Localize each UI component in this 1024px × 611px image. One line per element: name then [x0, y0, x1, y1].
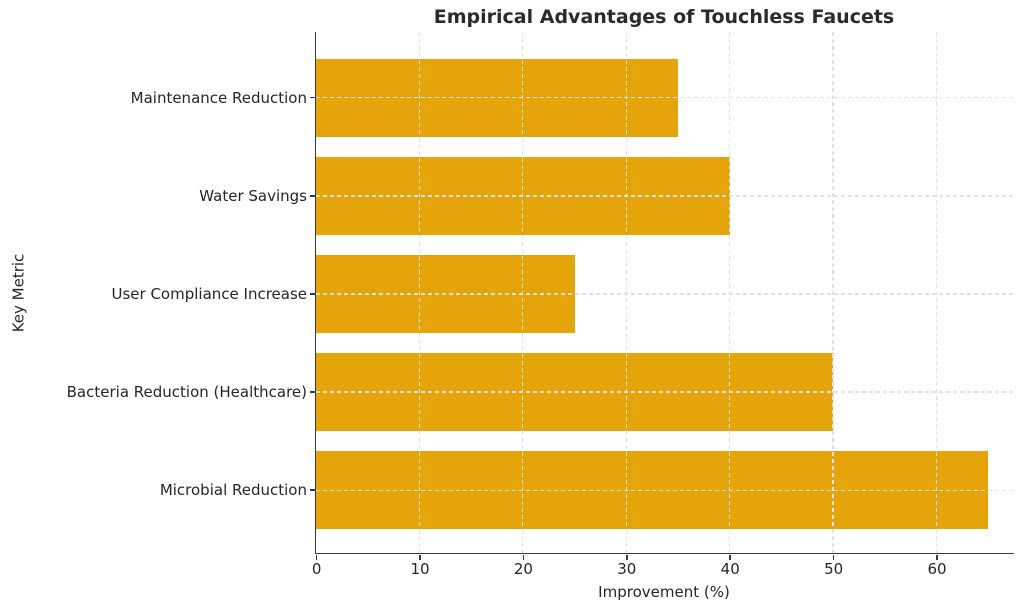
- y-tick-bacteria-reduction-healthcare: [310, 391, 315, 393]
- x-gridline-20: [522, 32, 524, 553]
- x-tick-40: [729, 554, 731, 560]
- category-label-user-compliance-increase: User Compliance Increase: [111, 284, 308, 303]
- x-tick-label-40: 40: [720, 560, 740, 578]
- x-tick-10: [419, 554, 421, 560]
- x-gridline-40: [728, 32, 731, 553]
- x-gridline-50: [832, 32, 834, 553]
- category-label-bacteria-reduction-healthcare: Bacteria Reduction (Healthcare): [66, 383, 307, 402]
- x-gridline-60: [935, 32, 938, 553]
- category-label-water-savings: Water Savings: [199, 186, 307, 205]
- chart-title: Empirical Advantages of Touchless Faucet…: [433, 6, 895, 28]
- y-gridline-maintenance-reduction: [316, 97, 1014, 99]
- y-tick-water-savings: [310, 195, 315, 197]
- x-tick-label-60: 60: [927, 560, 947, 578]
- y-tick-user-compliance-increase: [310, 293, 315, 295]
- x-tick-0: [315, 554, 318, 560]
- category-label-maintenance-reduction: Maintenance Reduction: [130, 88, 307, 107]
- x-axis-label: Improvement (%): [598, 583, 730, 601]
- x-tick-label-20: 20: [513, 560, 533, 578]
- y-gridline-microbial-reduction: [316, 489, 1014, 491]
- x-gridline-10: [418, 32, 421, 553]
- x-tick-50: [832, 554, 835, 560]
- x-tick-label-0: 0: [311, 560, 322, 578]
- x-tick-label-50: 50: [824, 560, 844, 578]
- y-tick-maintenance-reduction: [310, 96, 315, 99]
- x-tick-label-10: 10: [410, 560, 430, 578]
- y-tick-microbial-reduction: [310, 489, 315, 491]
- x-tick-20: [522, 554, 525, 560]
- y-gridline-user-compliance-increase: [316, 293, 1014, 295]
- plot-area: [315, 32, 1014, 554]
- x-gridline-30: [625, 32, 627, 553]
- x-tick-label-30: 30: [617, 560, 637, 578]
- category-label-microbial-reduction: Microbial Reduction: [159, 481, 307, 500]
- x-tick-60: [936, 554, 938, 560]
- y-gridline-water-savings: [316, 195, 1014, 197]
- x-tick-30: [626, 554, 628, 560]
- y-gridline-bacteria-reduction-healthcare: [316, 391, 1014, 393]
